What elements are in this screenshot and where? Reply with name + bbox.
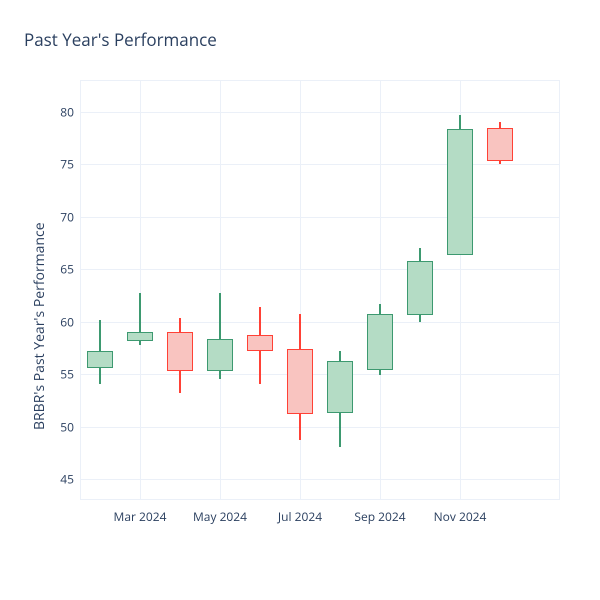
gridline-h (80, 479, 560, 480)
y-tick-label: 55 (50, 366, 74, 383)
gridline-h (80, 164, 560, 165)
candle-body (367, 314, 393, 370)
gridline-v (380, 80, 381, 500)
x-tick-label: Sep 2024 (354, 508, 405, 525)
candle-body (407, 261, 433, 316)
x-tick-label: Nov 2024 (434, 508, 487, 525)
candle-body (327, 361, 353, 412)
candle-body (487, 128, 513, 161)
y-tick-label: 60 (50, 313, 74, 330)
y-tick-label: 75 (50, 156, 74, 173)
y-tick-label: 65 (50, 261, 74, 278)
y-tick-label: 70 (50, 208, 74, 225)
x-tick-label: May 2024 (193, 508, 247, 525)
chart-title: Past Year's Performance (24, 28, 217, 51)
gridline-v (220, 80, 221, 500)
gridline-h (80, 427, 560, 428)
y-tick-label: 50 (50, 418, 74, 435)
candle-body (167, 332, 193, 371)
plot-area (80, 80, 560, 500)
x-tick-label: Jul 2024 (278, 508, 322, 525)
y-axis-label: BRBR's Past Year's Performance (30, 222, 49, 430)
x-tick-label: Mar 2024 (114, 508, 167, 525)
candle-body (127, 332, 153, 341)
y-tick-label: 80 (50, 103, 74, 120)
candle-body (287, 349, 313, 414)
gridline-h (80, 217, 560, 218)
candle-body (87, 351, 113, 368)
gridline-h (80, 374, 560, 375)
y-tick-label: 45 (50, 471, 74, 488)
candle-body (447, 129, 473, 255)
gridline-v (140, 80, 141, 500)
gridline-h (80, 112, 560, 113)
gridline-h (80, 322, 560, 323)
candle-body (247, 335, 273, 351)
gridline-h (80, 269, 560, 270)
candle-body (207, 339, 233, 371)
